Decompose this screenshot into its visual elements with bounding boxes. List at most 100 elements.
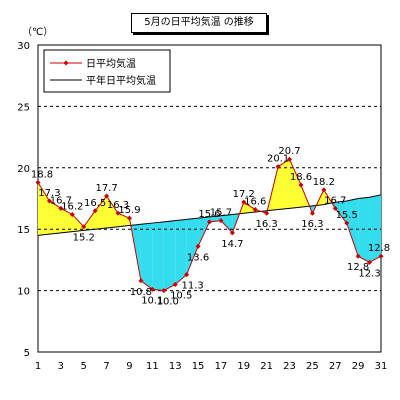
legend-box	[43, 49, 171, 93]
data-point-day-13	[172, 281, 178, 287]
data-label-day-20: 16.6	[244, 197, 266, 208]
data-point-day-27	[332, 205, 338, 211]
data-label-day-15: 13.6	[187, 252, 209, 263]
y-tick-label-20: 20	[17, 164, 30, 175]
data-label-day-21: 16.3	[256, 219, 278, 230]
fill-segment-17-0	[220, 214, 233, 233]
data-point-day-24	[298, 182, 304, 188]
data-point-day-30	[367, 259, 373, 265]
fill-segment-12-0	[163, 220, 176, 291]
data-point-day-20	[252, 207, 258, 213]
data-label-day-5: 15.2	[73, 233, 95, 244]
x-tick-label-1: 1	[35, 361, 41, 372]
y-tick-label-10: 10	[17, 287, 30, 298]
data-point-day-12	[161, 288, 167, 294]
data-label-day-6: 16.5	[84, 198, 106, 209]
data-label-day-11: 10.1	[141, 295, 163, 306]
data-label-day-8: 16.3	[107, 200, 129, 211]
y-tick-label-15: 15	[17, 225, 30, 236]
data-point-day-23	[287, 156, 293, 162]
data-label-day-19: 17.2	[233, 189, 255, 200]
x-tick-label-29: 29	[352, 361, 365, 372]
x-tick-label-13: 13	[169, 361, 182, 372]
fill-segment-8-0	[118, 213, 130, 227]
fill-segment-4-0	[72, 214, 84, 232]
data-point-day-9	[126, 215, 132, 221]
data-label-day-1: 18.8	[31, 170, 53, 181]
data-label-day-9: 15.9	[118, 205, 140, 216]
fill-segment-23-0	[289, 159, 301, 209]
x-tick-label-9: 9	[126, 361, 132, 372]
data-point-day-28	[344, 220, 350, 226]
fill-segment-3-0	[60, 208, 73, 233]
data-point-day-25	[309, 210, 315, 216]
fill-segment-13-0	[175, 219, 187, 285]
data-point-day-16	[207, 219, 212, 225]
y-tick-label-5: 5	[24, 348, 30, 359]
data-label-day-4: 16.2	[61, 201, 83, 212]
fill-segment-29-0	[358, 197, 370, 263]
fill-segment-6-0	[95, 196, 107, 230]
data-label-day-16: 15.6	[198, 209, 220, 220]
series-line-normal	[37, 194, 382, 236]
data-label-day-27: 16.7	[324, 195, 346, 206]
data-point-day-22	[275, 164, 281, 170]
fill-segment-7-0	[106, 196, 119, 228]
data-point-day-11	[149, 286, 155, 292]
data-label-day-23: 20.7	[278, 146, 300, 157]
y-axis-unit-label: （℃）	[22, 26, 53, 38]
data-point-day-17	[218, 218, 224, 224]
data-label-day-26: 18.2	[313, 177, 335, 188]
fill-segment-11-0	[152, 221, 164, 291]
data-label-day-25: 16.3	[301, 219, 323, 230]
data-label-day-22: 20.1	[267, 154, 289, 165]
fill-segment-2-0	[49, 200, 61, 235]
data-label-day-31: 12.8	[368, 243, 390, 254]
data-label-day-30: 12.3	[358, 268, 380, 279]
fill-segment-28-0	[346, 198, 359, 257]
legend-label-normal: 平年日平均気温	[86, 74, 156, 87]
fill-segment-14-0	[186, 218, 199, 275]
x-tick-label-3: 3	[58, 361, 64, 372]
fill-segment-10-0	[140, 223, 153, 290]
data-point-day-8	[115, 210, 121, 216]
data-label-day-13: 10.5	[170, 290, 192, 301]
fill-segment-1-0	[38, 182, 50, 236]
x-tick-label-15: 15	[192, 361, 205, 372]
data-point-day-14	[184, 272, 190, 278]
data-point-day-5	[81, 224, 87, 230]
data-label-day-28: 15.5	[336, 210, 358, 221]
x-tick-label-19: 19	[237, 361, 250, 372]
x-tick-label-25: 25	[306, 361, 319, 372]
x-tick-label-21: 21	[260, 361, 273, 372]
x-tick-label-17: 17	[215, 361, 228, 372]
chart-title: 5月の日平均気温 の推移	[131, 13, 267, 33]
x-tick-label-5: 5	[81, 361, 87, 372]
data-point-day-3	[58, 205, 64, 211]
data-point-day-31	[378, 253, 384, 259]
data-point-day-4	[69, 211, 75, 217]
x-tick-label-27: 27	[329, 361, 342, 372]
data-label-day-7: 17.7	[95, 183, 117, 194]
x-tick-label-7: 7	[103, 361, 109, 372]
data-label-day-18: 14.7	[221, 239, 243, 250]
data-label-day-29: 12.8	[347, 262, 369, 273]
data-point-day-18	[229, 230, 235, 236]
fill-segment-27-0	[335, 200, 347, 224]
fill-segment-16-0	[209, 215, 221, 222]
fill-segment-19-0	[243, 202, 256, 214]
data-point-day-7	[104, 193, 110, 199]
x-tick-label-11: 11	[146, 361, 159, 372]
legend-marker-actual	[63, 60, 69, 66]
data-label-day-14: 11.3	[182, 281, 204, 292]
fill-segment-15-0	[198, 216, 210, 247]
data-point-day-21	[264, 210, 270, 216]
y-tick-label-25: 25	[17, 102, 30, 113]
data-label-day-17: 15.7	[210, 208, 232, 219]
data-point-day-15	[195, 243, 201, 249]
data-point-day-26	[321, 187, 327, 193]
x-tick-label-23: 23	[283, 361, 296, 372]
data-label-day-3: 16.7	[50, 195, 72, 206]
legend-label-actual: 日平均気温	[86, 57, 136, 70]
